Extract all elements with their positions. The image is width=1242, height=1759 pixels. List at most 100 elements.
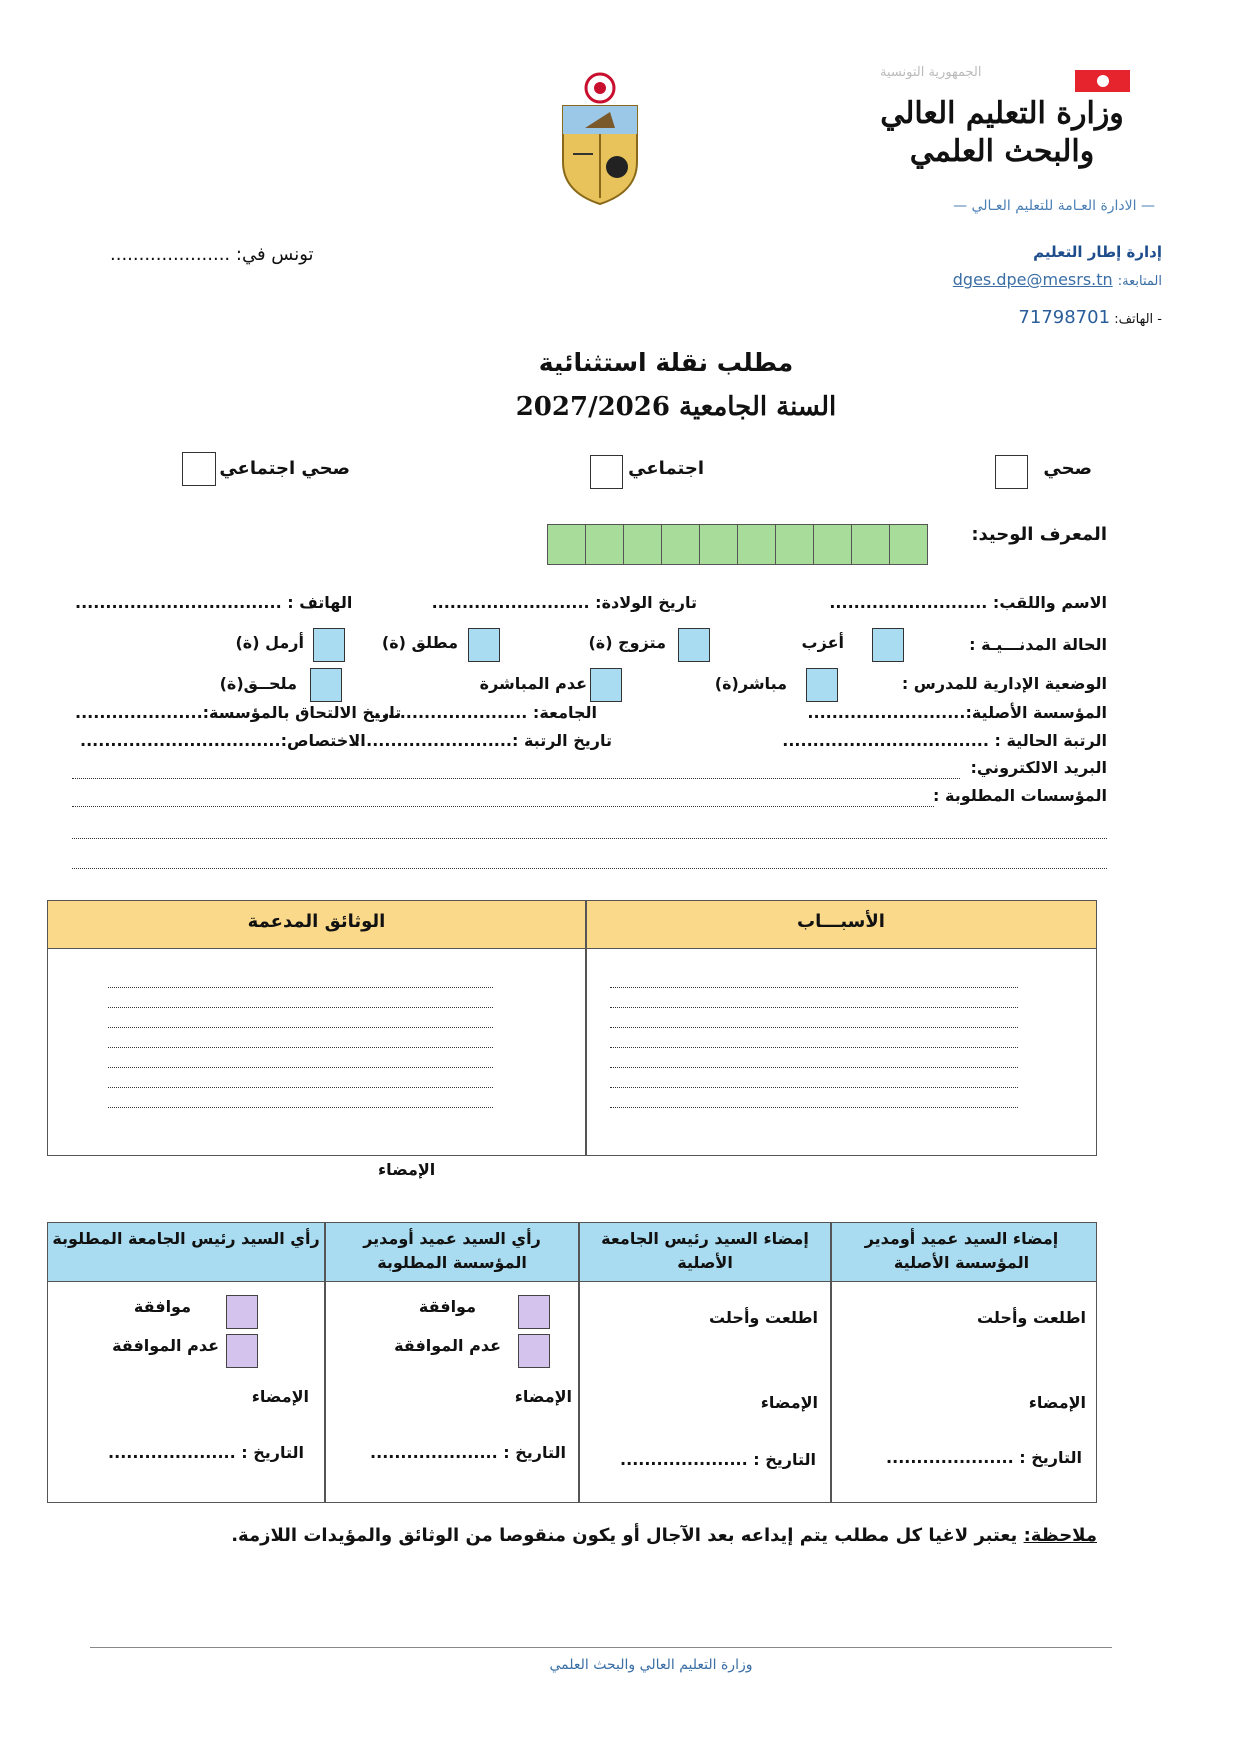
target-president-reject-checkbox[interactable] xyxy=(226,1334,258,1368)
unique-id-cell[interactable] xyxy=(889,524,928,565)
place-date: تونس في: ..................... xyxy=(110,244,314,265)
name-field[interactable]: الاسم واللقب: .......................... xyxy=(829,593,1107,612)
unique-id-cell[interactable] xyxy=(623,524,662,565)
phone-number: 71798701 xyxy=(1018,307,1111,328)
phone-field[interactable]: الهاتف : ...............................… xyxy=(75,593,353,612)
origin-dean-date[interactable]: التاريخ : ..................... xyxy=(886,1448,1082,1467)
type-social-checkbox[interactable] xyxy=(590,455,623,489)
type-health-checkbox[interactable] xyxy=(995,455,1028,489)
origin-president-text: اطلعت وأحلت xyxy=(708,1308,818,1327)
tunisia-flag-icon xyxy=(1075,70,1130,92)
unique-id-cell[interactable] xyxy=(737,524,776,565)
reasons-dotted-line[interactable] xyxy=(108,1027,493,1028)
grade-field[interactable]: الرتبة الحالية : .......................… xyxy=(782,731,1107,750)
type-health-social-label: صحي اجتماعي xyxy=(219,458,350,479)
unique-id-cell[interactable] xyxy=(661,524,700,565)
email-link[interactable]: dges.dpe@mesrs.tn xyxy=(952,270,1113,289)
reasons-table-header xyxy=(48,901,1096,949)
admin-active-label: مباشر(ة) xyxy=(714,674,787,693)
reasons-header: الأسبـــاب xyxy=(797,911,885,932)
reasons-dotted-line[interactable] xyxy=(108,1067,493,1068)
reasons-dotted-line[interactable] xyxy=(610,1047,1018,1048)
grade-date-field[interactable]: تاريخ الرتبة :.......................... xyxy=(353,731,612,750)
target-dean-date[interactable]: التاريخ : ..................... xyxy=(370,1443,566,1462)
civil-widowed-checkbox[interactable] xyxy=(313,628,345,662)
requested-field-line[interactable] xyxy=(72,868,1107,869)
civil-married-checkbox[interactable] xyxy=(678,628,710,662)
institution-field[interactable]: المؤسسة الأصلية:........................… xyxy=(807,703,1107,722)
reasons-dotted-line[interactable] xyxy=(610,1067,1018,1068)
academic-year: السنة الجامعية 2027/2026 xyxy=(515,392,837,422)
unique-id-cell[interactable] xyxy=(851,524,890,565)
civil-divorced-label: مطلق (ة) xyxy=(381,633,458,652)
target-dean-reject-label: عدم الموافقة xyxy=(394,1336,501,1355)
header-origin-president: إمضاء السيد رئيس الجامعة الأصلية xyxy=(601,1229,809,1272)
admin-inactive-checkbox[interactable] xyxy=(590,668,622,702)
specialty-field[interactable]: الاختصاص:...............................… xyxy=(80,731,366,750)
type-social-label: اجتماعي xyxy=(628,458,704,479)
contact-email-line: المتابعة: dges.dpe@mesrs.tn xyxy=(953,270,1162,289)
admin-seconded-checkbox[interactable] xyxy=(310,668,342,702)
unique-id-cell[interactable] xyxy=(547,524,586,565)
civil-status-label: الحالة المدنـــيـة : xyxy=(969,635,1107,654)
requested-field-line[interactable] xyxy=(72,806,934,807)
unique-id-cell[interactable] xyxy=(699,524,738,565)
target-dean-reject-checkbox[interactable] xyxy=(518,1334,550,1368)
civil-divorced-checkbox[interactable] xyxy=(468,628,500,662)
note-label: ملاحظة: xyxy=(1023,1525,1097,1546)
civil-single-label: أعزب xyxy=(801,633,844,652)
admin-status-label: الوضعية الإدارية للمدرس : xyxy=(901,674,1107,693)
header-origin-dean: إمضاء السيد عميد أومدير المؤسسة الأصلية xyxy=(864,1229,1059,1272)
birth-date-field[interactable]: تاريخ الولادة: .........................… xyxy=(431,593,697,612)
page-title: مطلب نقلة استثنائية xyxy=(538,348,794,377)
phone-line: - الهاتف: 71798701 xyxy=(1018,307,1162,328)
civil-married-label: متزوج (ة) xyxy=(588,633,666,652)
unique-id-cell[interactable] xyxy=(585,524,624,565)
origin-president-signature[interactable]: الإمضاء xyxy=(760,1393,818,1412)
reasons-dotted-line[interactable] xyxy=(108,1107,493,1108)
admin-inactive-label: عدم المباشرة xyxy=(479,674,587,693)
unique-id-cell[interactable] xyxy=(775,524,814,565)
ministry-logo-text: وزارة التعليم العالي والبحث العلمي xyxy=(880,96,1124,169)
origin-president-date[interactable]: التاريخ : ..................... xyxy=(620,1450,816,1469)
reasons-dotted-line[interactable] xyxy=(108,1047,493,1048)
reasons-dotted-line[interactable] xyxy=(610,987,1018,988)
approval-table: إمضاء السيد عميد أومدير المؤسسة الأصلية … xyxy=(47,1222,1097,1503)
university-field[interactable]: الجامعة: .......................... xyxy=(369,703,597,722)
reasons-dotted-line[interactable] xyxy=(610,1007,1018,1008)
origin-dean-signature[interactable]: الإمضاء xyxy=(1028,1393,1086,1412)
civil-single-checkbox[interactable] xyxy=(872,628,904,662)
header-target-president: رأي السيد رئيس الجامعة المطلوبة xyxy=(52,1229,320,1248)
header-target-dean: رأي السيد عميد أومدير المؤسسة المطلوبة xyxy=(363,1229,541,1272)
admin-active-checkbox[interactable] xyxy=(806,668,838,702)
target-president-approve-label: موافقة xyxy=(133,1297,191,1316)
reasons-dotted-line[interactable] xyxy=(108,987,493,988)
footer-text: وزارة التعليم العالي والبحث العلمي xyxy=(549,1657,753,1673)
unique-id-input[interactable] xyxy=(547,524,928,565)
note: ملاحظة: يعتبر لاغيا كل مطلب يتم إيداعه ب… xyxy=(231,1525,1097,1546)
tunisia-coat-of-arms-icon xyxy=(562,72,638,206)
target-president-approve-checkbox[interactable] xyxy=(226,1295,258,1329)
target-president-signature[interactable]: الإمضاء xyxy=(251,1387,309,1406)
reasons-dotted-line[interactable] xyxy=(610,1087,1018,1088)
join-date-field[interactable]: تاريخ الالتحاق بالمؤسسة:................… xyxy=(75,703,402,722)
reasons-dotted-line[interactable] xyxy=(108,1087,493,1088)
target-dean-signature[interactable]: الإمضاء xyxy=(514,1387,572,1406)
target-president-date[interactable]: التاريخ : ..................... xyxy=(108,1443,304,1462)
target-dean-approve-label: موافقة xyxy=(418,1297,476,1316)
origin-dean-text: اطلعت وأحلت xyxy=(976,1308,1086,1327)
reasons-dotted-line[interactable] xyxy=(108,1007,493,1008)
reasons-dotted-line[interactable] xyxy=(610,1027,1018,1028)
type-health-social-checkbox[interactable] xyxy=(182,452,216,486)
target-dean-approve-checkbox[interactable] xyxy=(518,1295,550,1329)
email-field[interactable] xyxy=(72,778,960,779)
documents-header: الوثائق المدعمة xyxy=(247,911,386,932)
follow-label: المتابعة: xyxy=(1117,274,1162,289)
unique-id-cell[interactable] xyxy=(813,524,852,565)
reasons-dotted-line[interactable] xyxy=(610,1107,1018,1108)
phone-label: - الهاتف: xyxy=(1114,312,1162,327)
requested-field-line[interactable] xyxy=(72,838,1107,839)
note-text: يعتبر لاغيا كل مطلب يتم إيداعه بعد الآجا… xyxy=(231,1525,1018,1546)
applicant-signature-label: الإمضاء xyxy=(378,1160,436,1179)
